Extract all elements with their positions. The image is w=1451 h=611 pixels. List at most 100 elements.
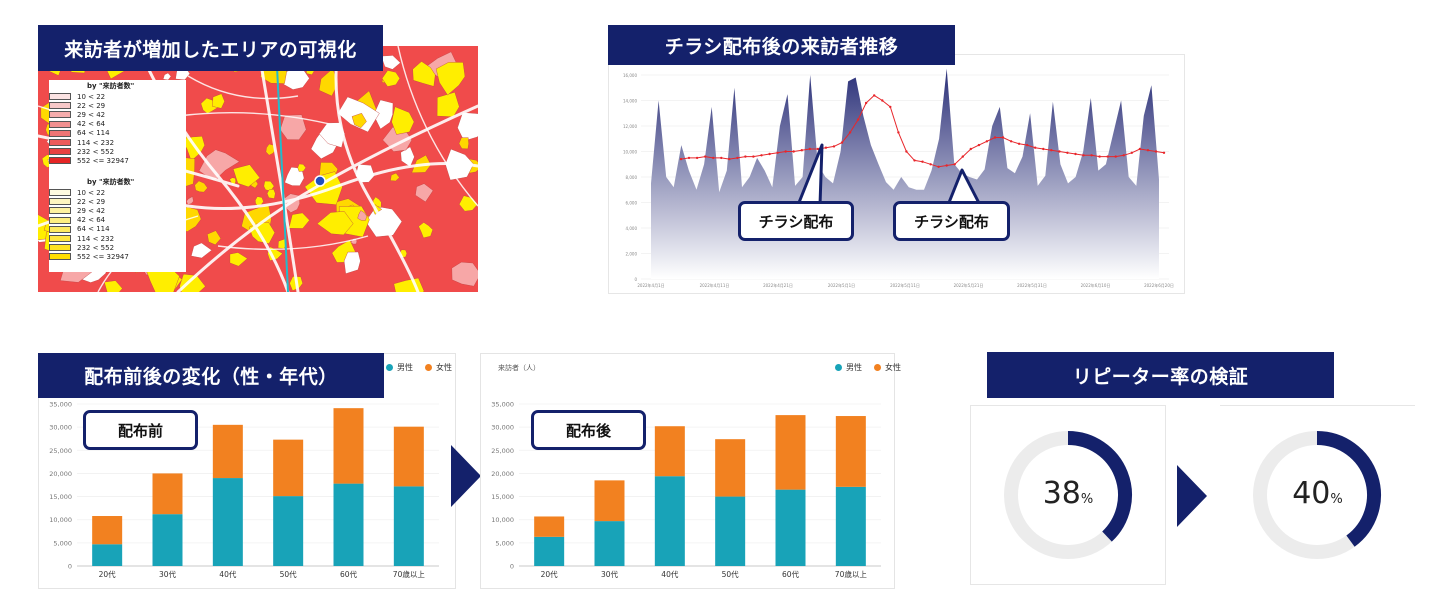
average-point: [1017, 142, 1021, 145]
legend-range: 29 < 42: [77, 206, 106, 215]
map-area: [288, 212, 310, 229]
y-tick-label: 35,000: [491, 401, 514, 409]
x-tick-label: 2022年6月20日: [1144, 282, 1174, 288]
map-area: [198, 149, 240, 182]
before-label: 配布前: [83, 410, 198, 450]
y-tick-label: 25,000: [491, 447, 514, 455]
x-tick-label: 2022年5月21日: [954, 282, 984, 288]
map-area: [232, 164, 261, 188]
y-tick-label: 4,000: [626, 226, 638, 231]
legend-swatch: [49, 120, 71, 128]
map-area: [380, 55, 401, 70]
legend-swatch: [49, 216, 71, 224]
after-legend: 男性 女性: [835, 362, 901, 373]
legend-swatch: [49, 157, 71, 165]
legend-row: 114 < 232: [49, 234, 186, 243]
average-point: [800, 149, 803, 152]
average-point: [712, 156, 715, 160]
legend-row: 232 < 552: [49, 147, 186, 156]
bar-female: [654, 426, 685, 477]
bar-male: [715, 496, 746, 566]
male-legend-dot: [835, 364, 842, 371]
before-bar-chart: 0 5,000 10,000 15,000 20,000 25,000 30,000 35,0…: [49, 401, 439, 579]
average-point: [776, 151, 779, 154]
map-area: [304, 171, 343, 205]
male-legend-label: 男性: [846, 363, 862, 372]
before-rate-unit: %: [1080, 492, 1094, 507]
x-tick-label: 30代: [159, 569, 177, 579]
average-point: [1162, 151, 1166, 154]
x-tick-label: 2022年5月11日: [890, 282, 920, 288]
average-point: [1106, 155, 1109, 158]
bar-female: [594, 480, 625, 522]
map-area: [418, 222, 434, 239]
bar-female: [534, 516, 565, 537]
legend-swatch: [49, 111, 71, 119]
map-area: [186, 196, 194, 205]
x-tick-label: 2022年4月1日: [637, 282, 664, 288]
legend-range: 22 < 29: [77, 197, 106, 206]
average-point: [945, 164, 948, 167]
legend-range: 114 < 232: [77, 234, 115, 243]
x-tick-label: 2022年5月1日: [828, 282, 855, 288]
legend-row: 114 < 232: [49, 138, 186, 147]
y-tick-label: 6,000: [626, 201, 638, 206]
average-point: [856, 118, 860, 121]
legend-header: by "来訪者数": [87, 82, 135, 90]
trend-title: チラシ配布後の来訪者推移: [608, 25, 955, 65]
ring-progress: [1316, 431, 1381, 547]
average-point: [768, 152, 771, 156]
legend-swatch: [49, 244, 71, 252]
female-legend-label: 女性: [885, 363, 901, 372]
bar-female: [333, 408, 364, 484]
average-point: [929, 163, 932, 166]
legend-row: 552 <= 32947: [49, 252, 186, 261]
map-area: [212, 93, 225, 109]
average-point: [744, 155, 747, 158]
average-point: [985, 140, 989, 143]
x-tick-label: 60代: [340, 569, 358, 579]
legend-row: 42 < 64: [49, 120, 186, 129]
legend-range: 10 < 22: [77, 92, 106, 101]
average-point: [937, 165, 940, 168]
male-legend-dot: [386, 364, 393, 371]
legend-row: 29 < 42: [49, 110, 186, 119]
average-point: [1154, 150, 1158, 153]
male-legend-label: 男性: [397, 363, 413, 372]
map-area: [458, 137, 469, 150]
x-tick-label: 50代: [280, 569, 298, 579]
average-point: [679, 157, 683, 161]
legend-range: 232 < 552: [77, 147, 115, 156]
x-tick-label: 50代: [722, 569, 740, 579]
average-point: [1009, 140, 1013, 143]
legend-red: by "来訪者数" 10 < 22 22 < 29 29 < 42 42 < 64 64…: [49, 80, 186, 176]
legend-swatch: [49, 198, 71, 206]
after-ring-panel: 40%: [1220, 405, 1415, 584]
y-tick-label: 5,000: [53, 539, 72, 547]
bar-male: [273, 496, 304, 566]
legend-range: 10 < 22: [77, 188, 106, 197]
legend-yellow: by "来訪者数" 10 < 22 22 < 29 29 < 42 42 < 64 64…: [49, 176, 186, 272]
average-point: [824, 146, 828, 149]
bar-male: [92, 544, 123, 566]
arrow-right-icon: [1177, 465, 1207, 527]
average-point: [1138, 147, 1142, 151]
average-point: [760, 154, 763, 157]
flyer-callout-2: チラシ配布: [893, 201, 1010, 241]
legend-row: 64 < 114: [49, 129, 186, 138]
bar-female: [393, 426, 424, 487]
legend-range: 114 < 232: [77, 138, 115, 147]
x-tick-label: 40代: [219, 569, 237, 579]
y-tick-label: 20,000: [491, 470, 514, 478]
y-tick-label: 0: [510, 563, 514, 571]
bar-male: [654, 476, 685, 566]
map-area: [190, 242, 213, 259]
bar-title: 配布前後の変化（性・年代）: [38, 353, 384, 398]
legend-row: 232 < 552: [49, 243, 186, 252]
after-bar-panel: 0 5,000 10,000 15,000 20,000 25,000 30,000 35,0…: [480, 353, 895, 589]
bar-female: [835, 416, 866, 487]
y-tick-label: 30,000: [49, 424, 72, 432]
x-tick-label: 20代: [99, 569, 117, 579]
average-point: [720, 156, 723, 160]
map-area: [297, 163, 307, 172]
